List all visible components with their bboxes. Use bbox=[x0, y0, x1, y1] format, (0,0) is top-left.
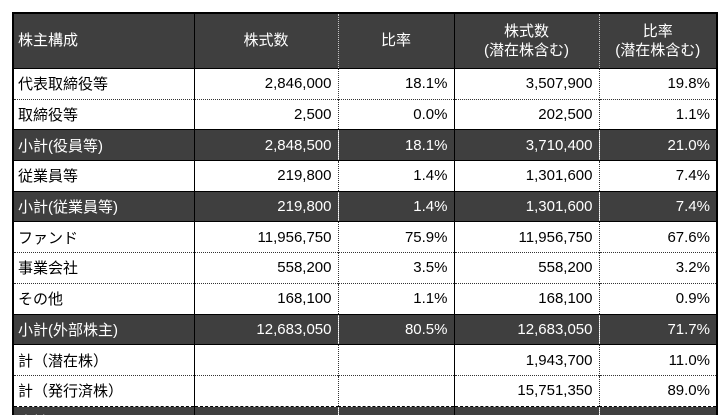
value-cell: 1.4% bbox=[337, 160, 454, 192]
col-header-shares-potential: 株式数 (潜在株含む) bbox=[453, 13, 599, 69]
table-row: 小計(従業員等) 219,800 1.4% 1,301,600 7.4% bbox=[13, 191, 717, 222]
value-cell: 11.0% bbox=[598, 344, 717, 376]
shareholder-composition-table: 株主構成 株式数 比率 株式数 (潜在株含む) 比率 (潜在株含む) 代表取締役… bbox=[12, 12, 718, 415]
value-cell: 168,100 bbox=[193, 283, 338, 314]
value-cell: 12,683,050 bbox=[193, 314, 338, 345]
value-cell: 168,100 bbox=[453, 283, 599, 314]
table-row: 小計(役員等) 2,848,500 18.1% 3,710,400 21.0% bbox=[13, 129, 717, 161]
table-row: 合計 17,695,050100.0% bbox=[13, 406, 717, 415]
value-cell: 1.1% bbox=[598, 99, 717, 130]
table-row: 取締役等 2,500 0.0% 202,500 1.1% bbox=[13, 99, 717, 130]
value-cell bbox=[337, 344, 454, 376]
value-cell: 3.5% bbox=[337, 252, 454, 284]
value-cell: 2,500 bbox=[193, 99, 338, 130]
table-header-row: 株主構成 株式数 比率 株式数 (潜在株含む) 比率 (潜在株含む) bbox=[13, 13, 717, 69]
value-cell: 1,301,600 bbox=[453, 191, 599, 222]
row-label-cell: 小計(役員等) bbox=[13, 129, 194, 161]
value-cell: 7.4% bbox=[598, 191, 717, 222]
table-body: 代表取締役等 2,846,000 18.1% 3,507,900 19.8% 取締役等 2,… bbox=[13, 68, 717, 415]
value-cell: 11,956,750 bbox=[193, 221, 338, 253]
value-cell bbox=[193, 344, 338, 376]
value-cell: 202,500 bbox=[453, 99, 599, 130]
value-cell: 0.0% bbox=[337, 99, 454, 130]
row-label-cell: 取締役等 bbox=[13, 99, 194, 130]
value-cell bbox=[337, 375, 454, 407]
value-cell bbox=[193, 375, 338, 407]
value-cell: 558,200 bbox=[453, 252, 599, 284]
table-row: その他 168,100 1.1% 168,100 0.9% bbox=[13, 283, 717, 314]
row-label-cell: 事業会社 bbox=[13, 252, 194, 284]
value-cell: 3,710,400 bbox=[453, 129, 599, 161]
value-cell: 21.0% bbox=[598, 129, 717, 161]
value-cell: 12,683,050 bbox=[453, 314, 599, 345]
value-cell: 7.4% bbox=[598, 160, 717, 192]
value-cell: 19.8% bbox=[598, 68, 717, 100]
value-cell bbox=[337, 406, 454, 415]
col-header-ratio: 比率 bbox=[337, 13, 454, 69]
value-cell: 2,848,500 bbox=[193, 129, 338, 161]
value-cell bbox=[193, 406, 338, 415]
row-label-cell: 小計(従業員等) bbox=[13, 191, 194, 222]
value-cell: 2,846,000 bbox=[193, 68, 338, 100]
value-cell: 1,943,700 bbox=[453, 344, 599, 376]
value-cell: 1.4% bbox=[337, 191, 454, 222]
value-cell: 89.0% bbox=[598, 375, 717, 407]
table-row: 計（潜在株） 1,943,700 11.0% bbox=[13, 344, 717, 376]
row-label-cell: 計（発行済株） bbox=[13, 375, 194, 407]
table-row: 小計(外部株主) 12,683,050 80.5% 12,683,050 71.7% bbox=[13, 314, 717, 345]
value-cell: 75.9% bbox=[337, 221, 454, 253]
value-cell: 100.0% bbox=[598, 406, 717, 415]
table-row: 代表取締役等 2,846,000 18.1% 3,507,900 19.8% bbox=[13, 68, 717, 100]
value-cell: 15,751,350 bbox=[453, 375, 599, 407]
value-cell: 558,200 bbox=[193, 252, 338, 284]
col-header-shares: 株式数 bbox=[193, 13, 338, 69]
col-header-ratio-potential: 比率 (潜在株含む) bbox=[598, 13, 717, 69]
value-cell: 0.9% bbox=[598, 283, 717, 314]
table-row: ファンド 11,956,750 75.9% 11,956,750 67.6% bbox=[13, 221, 717, 253]
value-cell: 3.2% bbox=[598, 252, 717, 284]
value-cell: 11,956,750 bbox=[453, 221, 599, 253]
value-cell: 1,301,600 bbox=[453, 160, 599, 192]
value-cell: 17,695,050 bbox=[453, 406, 599, 415]
value-cell: 219,800 bbox=[193, 160, 338, 192]
row-label-cell: 計（潜在株） bbox=[13, 344, 194, 376]
row-label-cell: ファンド bbox=[13, 221, 194, 253]
value-cell: 80.5% bbox=[337, 314, 454, 345]
value-cell: 71.7% bbox=[598, 314, 717, 345]
row-label-cell: 合計 bbox=[13, 406, 194, 415]
value-cell: 18.1% bbox=[337, 129, 454, 161]
value-cell: 3,507,900 bbox=[453, 68, 599, 100]
row-label-cell: その他 bbox=[13, 283, 194, 314]
table-row: 従業員等 219,800 1.4% 1,301,600 7.4% bbox=[13, 160, 717, 192]
value-cell: 219,800 bbox=[193, 191, 338, 222]
row-label-cell: 代表取締役等 bbox=[13, 68, 194, 100]
row-label-cell: 小計(外部株主) bbox=[13, 314, 194, 345]
value-cell: 18.1% bbox=[337, 68, 454, 100]
table-row: 事業会社 558,200 3.5% 558,200 3.2% bbox=[13, 252, 717, 284]
table-row: 計（発行済株） 15,751,350 89.0% bbox=[13, 375, 717, 407]
value-cell: 67.6% bbox=[598, 221, 717, 253]
value-cell: 1.1% bbox=[337, 283, 454, 314]
col-header-shareholder-type: 株主構成 bbox=[13, 13, 194, 69]
row-label-cell: 従業員等 bbox=[13, 160, 194, 192]
